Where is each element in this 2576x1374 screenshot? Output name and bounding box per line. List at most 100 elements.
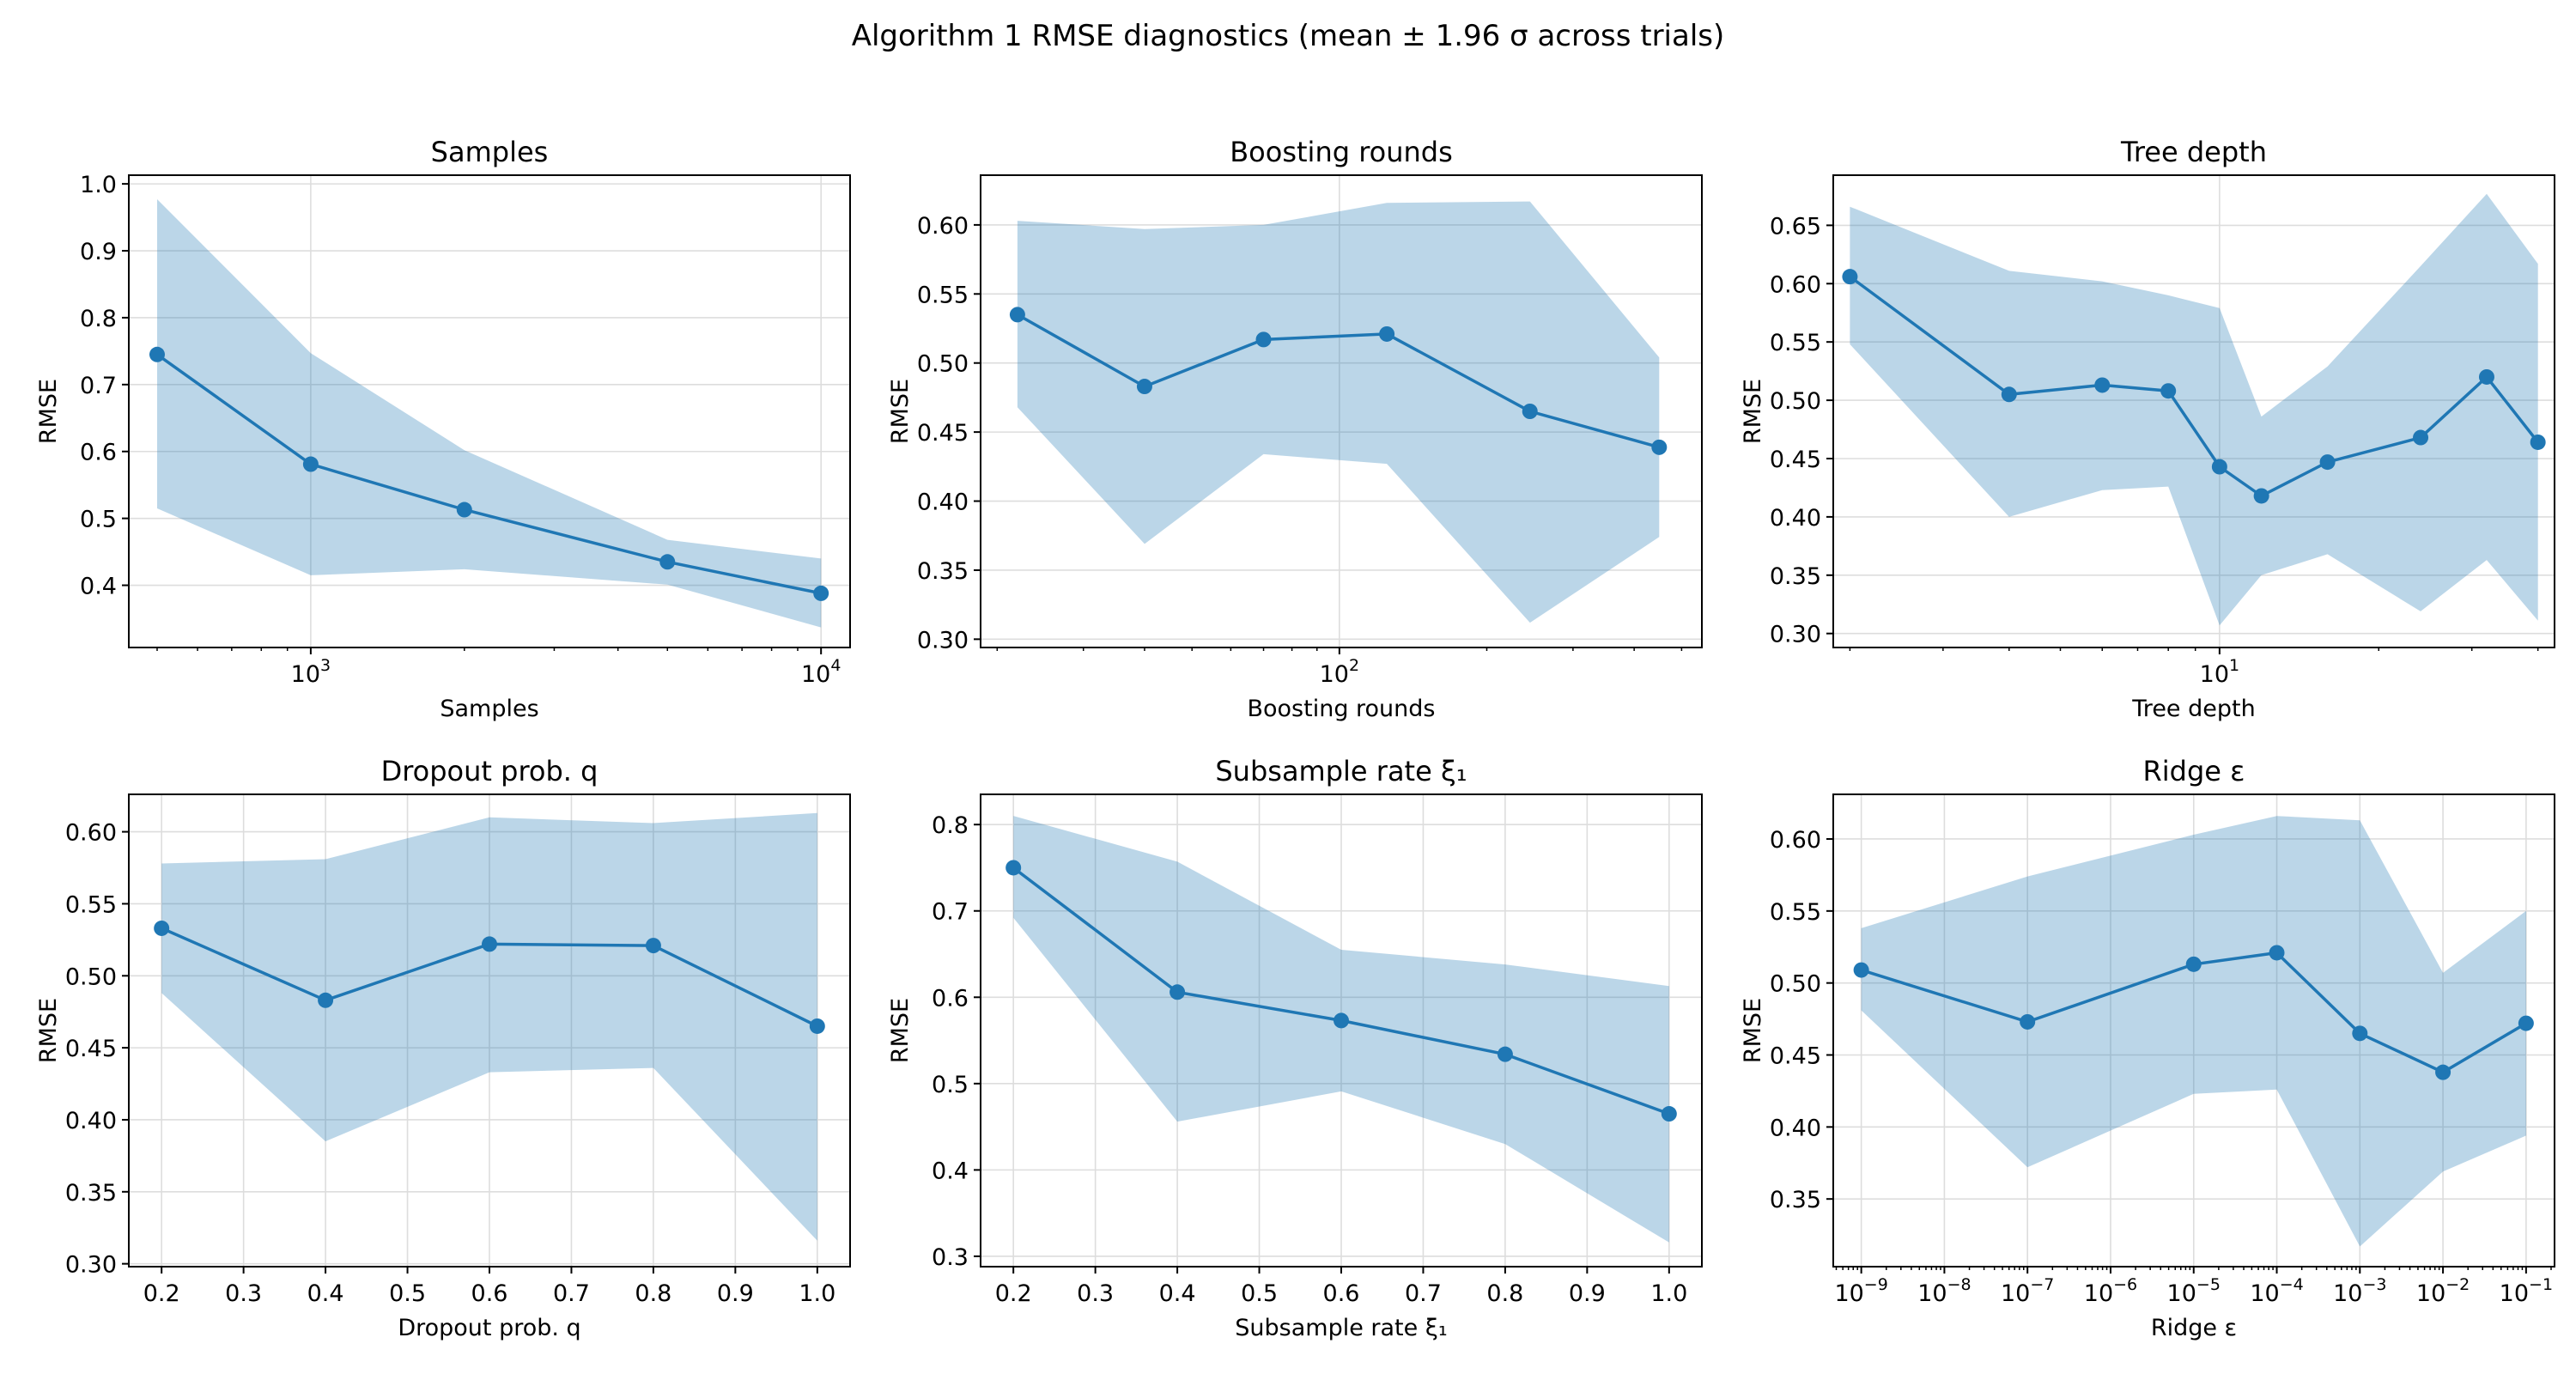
chart-panel-5: 0.3 0.4 0.5 0.6 0.7 0.8 0.2 0.3 0.4 0.5 0.6 0.7 0.8 0… — [887, 755, 1703, 1341]
y-tick-label: 0.30 — [1770, 622, 1821, 648]
y-tick-label: 0.60 — [1770, 827, 1821, 854]
y-tick-label: 0.55 — [1770, 330, 1821, 356]
chart-panel-3: 0.30 0.35 0.40 0.45 0.50 0.55 0.60 0.65 101 Tree … — [1740, 136, 2555, 722]
data-point — [1379, 325, 1395, 342]
y-tick-label: 0.30 — [65, 1252, 117, 1279]
y-tick-label: 0.40 — [1770, 505, 1821, 532]
y-tick-label: 0.40 — [1770, 1115, 1821, 1141]
x-tick-label: 0.4 — [1159, 1280, 1196, 1307]
x-tick-label: 10−9 — [1834, 1275, 1887, 1307]
data-point — [2001, 386, 2017, 403]
chart-title: Ridge ε — [2143, 755, 2245, 787]
data-point — [2319, 454, 2336, 471]
y-tick-label: 0.60 — [1770, 271, 1821, 298]
confidence-band — [1017, 201, 1660, 623]
chart-panel-2: 0.30 0.35 0.40 0.45 0.50 0.55 0.60 102 Boosting … — [887, 136, 1703, 722]
chart-title: Tree depth — [2120, 136, 2267, 168]
y-tick-label: 0.7 — [932, 899, 969, 926]
chart-title: Boosting rounds — [1230, 136, 1453, 168]
confidence-band — [161, 812, 817, 1241]
data-point — [1651, 439, 1668, 455]
data-point — [1661, 1106, 1677, 1122]
x-axis-label: Dropout prob. q — [398, 1315, 580, 1341]
x-tick-label: 0.5 — [1241, 1280, 1278, 1307]
x-tick-label: 0.7 — [1405, 1280, 1442, 1307]
axes-frame — [128, 174, 851, 648]
x-axis-label: Samples — [440, 696, 538, 722]
data-point — [302, 456, 319, 472]
x-tick-label: 10−2 — [2416, 1275, 2470, 1307]
data-point — [482, 936, 497, 952]
data-point — [1009, 307, 1025, 323]
x-axis-label: Tree depth — [2131, 696, 2255, 722]
y-axis-label: RMSE — [1740, 379, 1766, 444]
y-tick-label: 0.45 — [1770, 1043, 1821, 1070]
data-point — [1853, 962, 1869, 978]
chart-title: Samples — [431, 136, 549, 168]
figure-title: Algorithm 1 RMSE diagnostics (mean ± 1.9… — [851, 19, 1725, 53]
y-tick-label: 0.40 — [917, 489, 969, 516]
data-point — [2435, 1064, 2451, 1080]
y-tick-label: 0.65 — [1770, 213, 1821, 240]
x-tick-label: 1.0 — [1650, 1280, 1687, 1307]
x-axis-label: Ridge ε — [2151, 1315, 2237, 1341]
data-point — [149, 346, 165, 362]
x-tick-label: 0.2 — [143, 1280, 180, 1307]
y-tick-label: 0.8 — [80, 306, 117, 332]
chart-panel-4: 0.30 0.35 0.40 0.45 0.50 0.55 0.60 0.2 0.3 0.4 0.5… — [35, 755, 851, 1341]
confidence-band — [1861, 816, 2526, 1247]
data-point — [2094, 377, 2111, 393]
x-tick-label: 1.0 — [799, 1280, 835, 1307]
y-tick-label: 0.60 — [917, 213, 969, 240]
x-tick-label: 0.9 — [717, 1280, 754, 1307]
data-point — [318, 992, 334, 1008]
data-point — [1170, 984, 1186, 1000]
y-tick-label: 0.5 — [932, 1072, 969, 1098]
confidence-band — [1850, 193, 2538, 626]
data-point — [659, 554, 676, 570]
data-point — [1522, 404, 1538, 419]
y-tick-label: 0.7 — [80, 373, 117, 399]
y-tick-label: 0.50 — [1770, 388, 1821, 415]
y-tick-label: 0.5 — [80, 507, 117, 533]
x-tick-label: 0.5 — [389, 1280, 426, 1307]
x-tick-label: 0.6 — [471, 1280, 508, 1307]
x-tick-label: 0.9 — [1569, 1280, 1606, 1307]
x-tick-label: 10−1 — [2500, 1275, 2553, 1307]
data-point — [2530, 434, 2546, 450]
x-tick-label: 10−7 — [2001, 1275, 2054, 1307]
chart-title: Dropout prob. q — [381, 755, 598, 787]
x-tick-label: 102 — [1320, 656, 1359, 688]
y-tick-label: 0.60 — [65, 820, 117, 847]
y-axis-label: RMSE — [1740, 998, 1766, 1063]
x-tick-label: 0.3 — [1077, 1280, 1114, 1307]
data-point — [2020, 1013, 2036, 1030]
data-point — [2269, 945, 2285, 961]
y-tick-label: 0.50 — [1770, 971, 1821, 998]
data-point — [813, 585, 829, 601]
x-tick-label: 0.6 — [1323, 1280, 1360, 1307]
x-tick-label: 10−5 — [2167, 1275, 2221, 1307]
y-tick-label: 1.0 — [80, 172, 117, 198]
x-tick-label: 10−8 — [1917, 1275, 1971, 1307]
y-tick-label: 0.4 — [932, 1158, 969, 1184]
x-axis-label: Subsample rate ξ₁ — [1235, 1315, 1447, 1341]
axes-frame — [980, 174, 1703, 648]
data-point — [2518, 1015, 2534, 1031]
data-point — [1842, 269, 1858, 285]
data-point — [2413, 429, 2429, 446]
data-point — [456, 502, 472, 518]
data-point — [1136, 379, 1152, 395]
x-tick-label: 103 — [291, 656, 331, 688]
y-tick-label: 0.35 — [1770, 1187, 1821, 1213]
mean-line — [1849, 275, 2540, 498]
y-tick-label: 0.40 — [65, 1108, 117, 1134]
confidence-band — [157, 199, 822, 628]
data-point — [1334, 1012, 1349, 1029]
y-axis-label: RMSE — [887, 379, 914, 444]
x-tick-label: 0.7 — [553, 1280, 590, 1307]
y-tick-label: 0.55 — [1770, 899, 1821, 926]
y-tick-label: 0.6 — [932, 985, 969, 1012]
y-tick-label: 0.50 — [917, 351, 969, 378]
